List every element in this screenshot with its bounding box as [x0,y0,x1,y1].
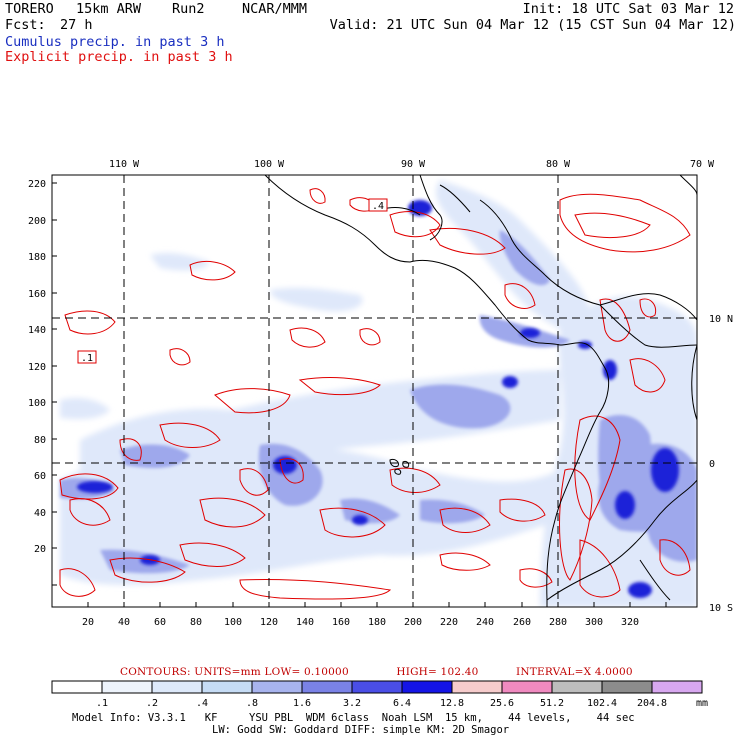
legend-label: 204.8 [637,698,667,709]
org-label: NCAR/MMM [242,1,308,17]
contour-label-box-1: .1 [77,350,97,364]
x-tick-label: 240 [476,617,494,628]
x-tick-label: 40 [118,617,130,628]
cumulus-light-shading [60,180,697,607]
y-tick-label: 180 [28,252,46,263]
y-tick-label: 200 [28,216,46,227]
x-tick-label: 100 [224,617,242,628]
legend-label: 1.6 [293,698,311,709]
run-label: Run2 [172,1,205,17]
legend-label: 6.4 [393,698,411,709]
contour-high: HIGH= 102.40 [396,666,479,678]
x-tick-label: 280 [549,617,567,628]
y-tick-label: 140 [28,325,46,336]
contour-label-text-2: .4 [372,201,384,212]
explicit-precip-title: Explicit precip. in past 3 h [5,49,233,65]
legend-label: .1 [96,698,108,709]
lat-label-10n: 10 N [709,314,733,325]
x-tick-label: 80 [190,617,202,628]
model-info-line1: Model Info: V3.3.1 KF YSU PBL WDM 6class… [72,712,635,724]
valid-time: Valid: 21 UTC Sun 04 Mar 12 (15 CST Sun … [329,17,736,33]
y-tick-label: 160 [28,289,46,300]
x-tick-label: 180 [368,617,386,628]
fcst-value: 27 h [60,17,93,33]
y-tick-label: 20 [34,544,46,555]
legend-label: .2 [146,698,158,709]
legend-label: .8 [246,698,258,709]
x-tick-label: 220 [440,617,458,628]
y-tick-label: 220 [28,179,46,190]
frame-ticks [52,182,667,607]
legend-colorbar [51,680,703,694]
cumulus-mid-shading [60,230,697,574]
fcst-label: Fcst: [5,17,46,33]
lon-label-90w: 90 W [401,159,426,170]
contour-interval: INTERVAL=X 4.0000 [516,666,633,678]
legend-label: 51.2 [540,698,564,709]
explicit-precip-contours [59,188,691,600]
lat-label-0: 0 [709,459,715,470]
x-tick-label: 20 [82,617,94,628]
legend-label: 25.6 [490,698,514,709]
model-resolution: 15km ARW [76,1,142,17]
x-tick-label: 140 [296,617,314,628]
y-tick-label: 40 [34,508,46,519]
map-frame [51,174,698,608]
legend-label: 102.4 [587,698,617,709]
y-tick-label: 100 [28,398,46,409]
legend-label: 3.2 [343,698,361,709]
model-info-line2: LW: Godd SW: Goddard DIFF: simple KM: 2D… [212,724,510,736]
cumulus-heavy-shading [77,200,679,598]
x-tick-label: 60 [154,617,166,628]
lon-label-70w: 70 W [690,159,715,170]
x-tick-label: 160 [332,617,350,628]
contour-info: CONTOURS: UNITS=mm LOW= 0.10000 HIGH= 10… [120,666,633,678]
init-time: Init: 18 UTC Sat 03 Mar 12 [522,1,734,17]
contour-label-box-2: .4 [368,198,388,212]
x-tick-label: 120 [260,617,278,628]
x-tick-label: 260 [513,617,531,628]
legend-label: .4 [196,698,208,709]
lat-label-10s: 10 S [709,603,733,614]
lon-label-80w: 80 W [546,159,571,170]
cumulus-precip-title: Cumulus precip. in past 3 h [5,34,225,50]
contour-label-text-1: .1 [81,353,93,364]
contour-units: CONTOURS: UNITS=mm LOW= 0.10000 [120,666,349,678]
y-tick-label: 80 [34,435,46,446]
x-tick-label: 200 [404,617,422,628]
lon-label-110w: 110 W [109,159,140,170]
x-tick-label: 300 [585,617,603,628]
legend-label: 12.8 [440,698,464,709]
y-tick-label: 120 [28,362,46,373]
lon-label-100w: 100 W [254,159,285,170]
model-name: TORERO [5,1,54,17]
legend-unit: mm [696,698,708,709]
x-tick-label: 320 [621,617,639,628]
graticule [52,175,697,607]
y-tick-label: 60 [34,471,46,482]
